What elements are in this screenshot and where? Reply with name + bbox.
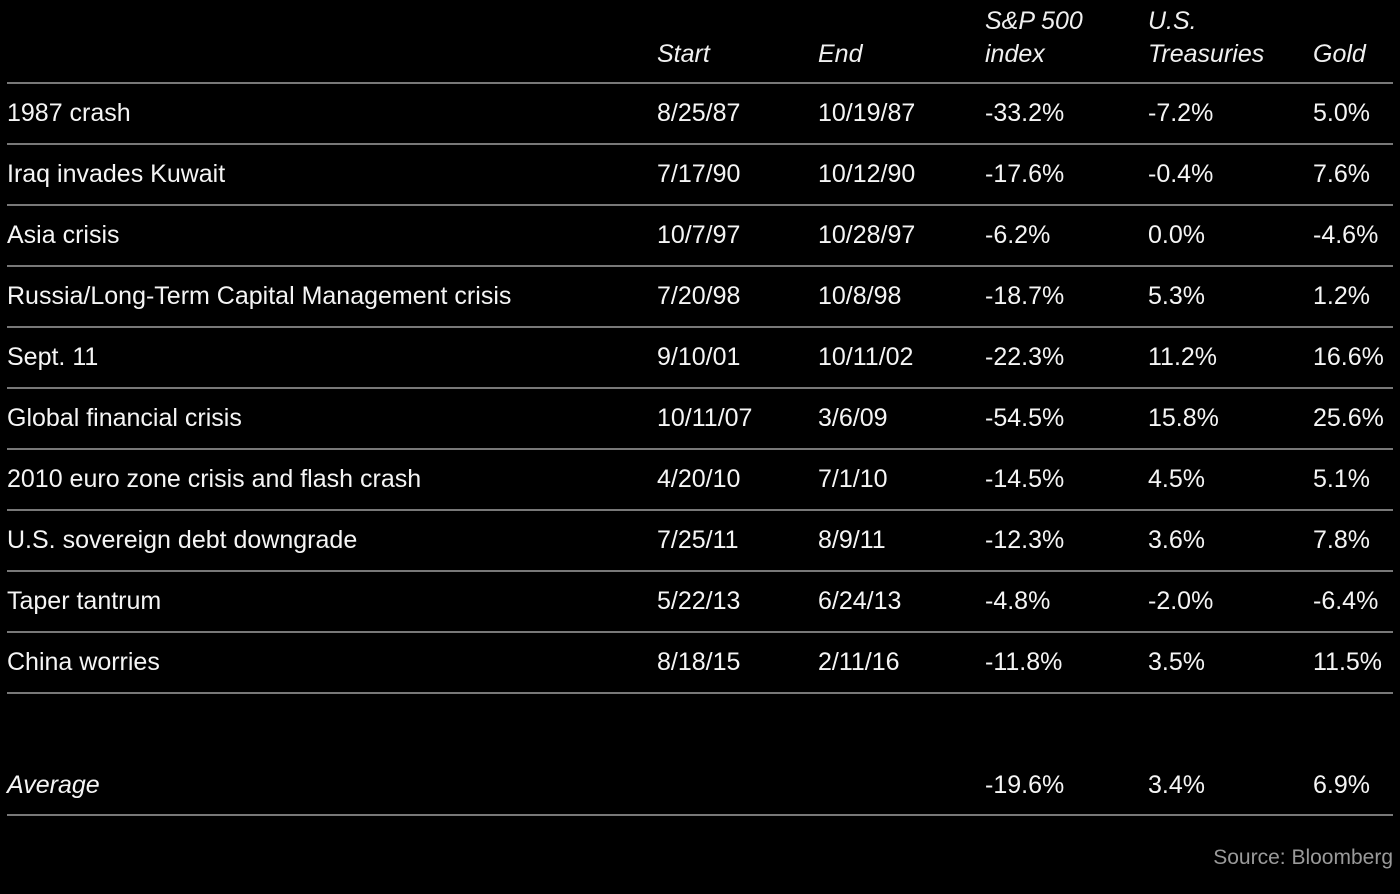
treasuries-cell: 3.6% <box>1148 526 1205 554</box>
gold-cell: 16.6% <box>1313 343 1384 371</box>
end-cell: 10/28/97 <box>818 221 916 249</box>
event-cell: Asia crisis <box>7 221 120 249</box>
gold-cell: 11.5% <box>1313 648 1383 676</box>
average-row: Average -19.6% 3.4% 6.9% <box>7 694 1393 816</box>
start-cell: 10/11/07 <box>657 404 753 432</box>
event-cell: Sept. 11 <box>7 343 99 371</box>
average-treasuries-cell: 3.4% <box>1148 771 1205 799</box>
start-cell: 10/7/97 <box>657 221 741 249</box>
gold-cell: -4.6% <box>1313 221 1379 249</box>
treasuries-cell: 0.0% <box>1148 221 1205 249</box>
end-cell: 10/12/90 <box>818 160 916 188</box>
treasuries-cell: -0.4% <box>1148 160 1214 188</box>
event-cell: Taper tantrum <box>7 587 162 615</box>
gold-cell: 7.6% <box>1313 160 1370 188</box>
table-row: Russia/Long-Term Capital Management cris… <box>7 267 1393 328</box>
col-header-start: Start <box>657 40 710 68</box>
end-cell: 7/1/10 <box>818 465 888 493</box>
start-cell: 7/25/11 <box>657 526 739 554</box>
table-row: China worries 8/18/15 2/11/16 -11.8% 3.5… <box>7 633 1393 694</box>
table-row: 1987 crash 8/25/87 10/19/87 -33.2% -7.2%… <box>7 84 1393 145</box>
treasuries-cell: 15.8% <box>1148 404 1219 432</box>
col-header-treasuries: U.S. Treasuries <box>1148 7 1265 68</box>
sp500-cell: -6.2% <box>985 221 1051 249</box>
end-cell: 10/11/02 <box>818 343 914 371</box>
event-cell: Russia/Long-Term Capital Management cris… <box>7 282 512 310</box>
end-cell: 10/8/98 <box>818 282 902 310</box>
end-cell: 2/11/16 <box>818 648 900 676</box>
sp500-cell: -17.6% <box>985 160 1065 188</box>
table-row: Sept. 11 9/10/01 10/11/02 -22.3% 11.2% 1… <box>7 328 1393 389</box>
average-label: Average <box>7 771 100 799</box>
treasuries-cell: 5.3% <box>1148 282 1205 310</box>
event-cell: Iraq invades Kuwait <box>7 160 226 188</box>
treasuries-cell: -2.0% <box>1148 587 1214 615</box>
average-sp500-cell: -19.6% <box>985 771 1065 799</box>
start-cell: 8/25/87 <box>657 99 741 127</box>
table-row: Global financial crisis 10/11/07 3/6/09 … <box>7 389 1393 450</box>
gold-cell: 5.1% <box>1313 465 1370 493</box>
start-cell: 4/20/10 <box>657 465 741 493</box>
gold-cell: 5.0% <box>1313 99 1370 127</box>
col-header-sp500: S&P 500 index <box>985 7 1083 68</box>
average-gold-cell: 6.9% <box>1313 771 1370 799</box>
start-cell: 9/10/01 <box>657 343 741 371</box>
gold-cell: 7.8% <box>1313 526 1370 554</box>
sp500-cell: -18.7% <box>985 282 1065 310</box>
col-header-end: End <box>818 40 863 68</box>
treasuries-cell: -7.2% <box>1148 99 1214 127</box>
event-cell: Global financial crisis <box>7 404 242 432</box>
table-row: U.S. sovereign debt downgrade 7/25/11 8/… <box>7 511 1393 572</box>
event-cell: China worries <box>7 648 160 676</box>
treasuries-cell: 4.5% <box>1148 465 1205 493</box>
event-cell: 1987 crash <box>7 99 131 127</box>
event-cell: U.S. sovereign debt downgrade <box>7 526 358 554</box>
source-attribution: Source: Bloomberg <box>1213 846 1393 869</box>
sp500-cell: -4.8% <box>985 587 1051 615</box>
start-cell: 7/17/90 <box>657 160 741 188</box>
treasuries-cell: 3.5% <box>1148 648 1205 676</box>
table-row: Asia crisis 10/7/97 10/28/97 -6.2% 0.0% … <box>7 206 1393 267</box>
gold-cell: 25.6% <box>1313 404 1384 432</box>
sp500-cell: -33.2% <box>985 99 1065 127</box>
end-cell: 3/6/09 <box>818 404 888 432</box>
end-cell: 6/24/13 <box>818 587 902 615</box>
table-row: Taper tantrum 5/22/13 6/24/13 -4.8% -2.0… <box>7 572 1393 633</box>
treasuries-cell: 11.2% <box>1148 343 1218 371</box>
start-cell: 7/20/98 <box>657 282 741 310</box>
sp500-cell: -11.8% <box>985 648 1063 676</box>
table-header-row: Start End S&P 500 index U.S. Treasuries … <box>7 0 1393 84</box>
sp500-cell: -22.3% <box>985 343 1065 371</box>
table-row: 2010 euro zone crisis and flash crash 4/… <box>7 450 1393 511</box>
table-row: Iraq invades Kuwait 7/17/90 10/12/90 -17… <box>7 145 1393 206</box>
gold-cell: -6.4% <box>1313 587 1379 615</box>
start-cell: 8/18/15 <box>657 648 741 676</box>
end-cell: 8/9/11 <box>818 526 886 554</box>
crisis-returns-table: Start End S&P 500 index U.S. Treasuries … <box>7 0 1393 870</box>
sp500-cell: -54.5% <box>985 404 1065 432</box>
sp500-cell: -14.5% <box>985 465 1065 493</box>
end-cell: 10/19/87 <box>818 99 916 127</box>
event-cell: 2010 euro zone crisis and flash crash <box>7 465 422 493</box>
gold-cell: 1.2% <box>1313 282 1370 310</box>
sp500-cell: -12.3% <box>985 526 1065 554</box>
col-header-gold: Gold <box>1313 40 1366 68</box>
start-cell: 5/22/13 <box>657 587 741 615</box>
